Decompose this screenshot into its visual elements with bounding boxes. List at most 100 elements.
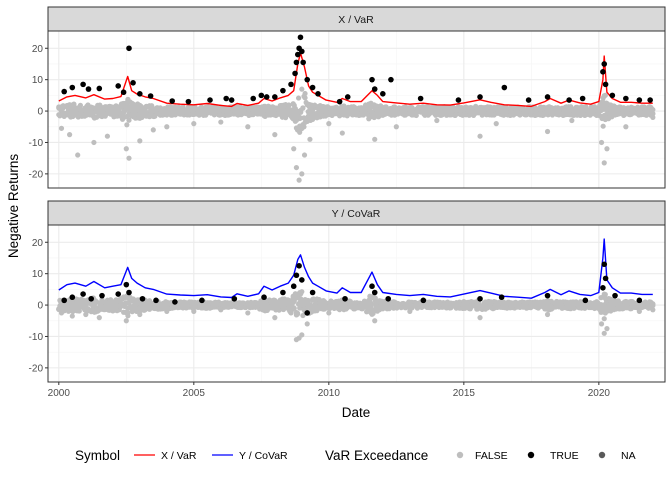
false-point [291,146,297,152]
true-point [228,97,235,103]
false-point [372,318,378,324]
true-point [342,295,348,302]
true-point [544,94,551,100]
y-tick-label: 10 [32,269,44,280]
false-point [302,90,308,97]
false-point [600,123,606,129]
legend-label-false: FALSE [475,450,508,462]
true-point [88,295,95,302]
false-point [372,136,378,142]
true-point [344,94,351,100]
true-point [369,283,375,290]
legend: Symbol X / VaR Y / CoVaR VaR Exceedance … [75,448,636,463]
false-point [126,117,132,123]
legend-label-true: TRUE [550,450,579,462]
true-point [417,95,424,102]
risk-line-path [58,238,653,299]
false-point [96,315,102,321]
false-point [601,330,607,336]
true-point [120,89,127,96]
legend-label-na: NA [621,450,636,462]
false-point [245,310,251,316]
true-point [85,86,92,92]
true-point [169,98,176,104]
true-point [501,84,508,91]
strip-background [47,6,666,32]
false-point [602,291,608,298]
false-point [58,125,65,131]
true-point [293,59,300,66]
false-point [58,310,65,316]
false-point [291,305,297,311]
false-point [393,124,399,130]
true-point [304,310,311,316]
false-point [326,310,332,316]
true-point [96,85,103,92]
true-point [601,61,608,67]
false-point [604,146,610,152]
true-point [299,277,305,283]
false-point [191,308,197,314]
true-point [99,292,105,299]
true-point [369,76,375,83]
false-point [636,308,642,314]
false-point [368,300,374,306]
legend-key-true [527,451,535,459]
false-point [124,122,130,128]
false-point [650,111,656,117]
y-axis-title: Negative Returns [6,154,21,259]
panel-x-var: X / VaR -20 -10 0 10 20 [29,6,666,189]
true-point [579,95,586,102]
x-tick-label: 2000 [48,388,71,399]
true-point [371,86,378,92]
false-point [123,146,129,152]
risk-line [58,238,653,299]
false-point [164,124,170,130]
false-point [299,332,305,338]
false-point [493,121,499,127]
legend-symbol-title: Symbol [75,448,120,463]
x-axis-ticks: 2000 2005 2010 2015 2020 [48,382,610,399]
true-point [336,98,343,105]
true-point [420,297,427,304]
false-point [104,133,111,139]
true-point [297,34,304,41]
false-point [295,95,302,101]
false-point [301,124,307,130]
true-point [137,91,143,97]
y-tick-label: -20 [29,363,44,374]
false-point [598,321,605,327]
legend-key-false [456,451,464,459]
true-point [207,97,213,103]
false-point [307,136,313,142]
true-point [80,291,86,297]
false-point [69,313,75,319]
true-point [223,95,230,102]
y-tick-label: -10 [29,332,44,343]
y-tick-label: 0 [37,301,43,312]
true-point [544,292,551,299]
true-point [231,295,238,302]
false-point [326,121,332,127]
false-point [623,124,629,130]
true-point [272,94,278,100]
false-point [601,160,607,166]
false-point [301,152,308,158]
true-point [126,45,132,52]
false-point [123,318,129,324]
false-point [125,309,131,316]
x-tick-label: 2005 [183,388,206,399]
false-point [245,124,251,130]
false-point [77,102,84,108]
false-point [191,121,197,127]
false-points [56,289,656,343]
false-point [544,128,551,135]
true-point [612,292,618,299]
true-points [61,34,653,105]
true-point [172,299,178,305]
false-point [126,155,132,161]
true-point [261,294,267,301]
false-point [304,321,310,327]
true-point [602,81,609,88]
y-axis-ticks: -20 -10 0 10 20 [29,44,48,180]
